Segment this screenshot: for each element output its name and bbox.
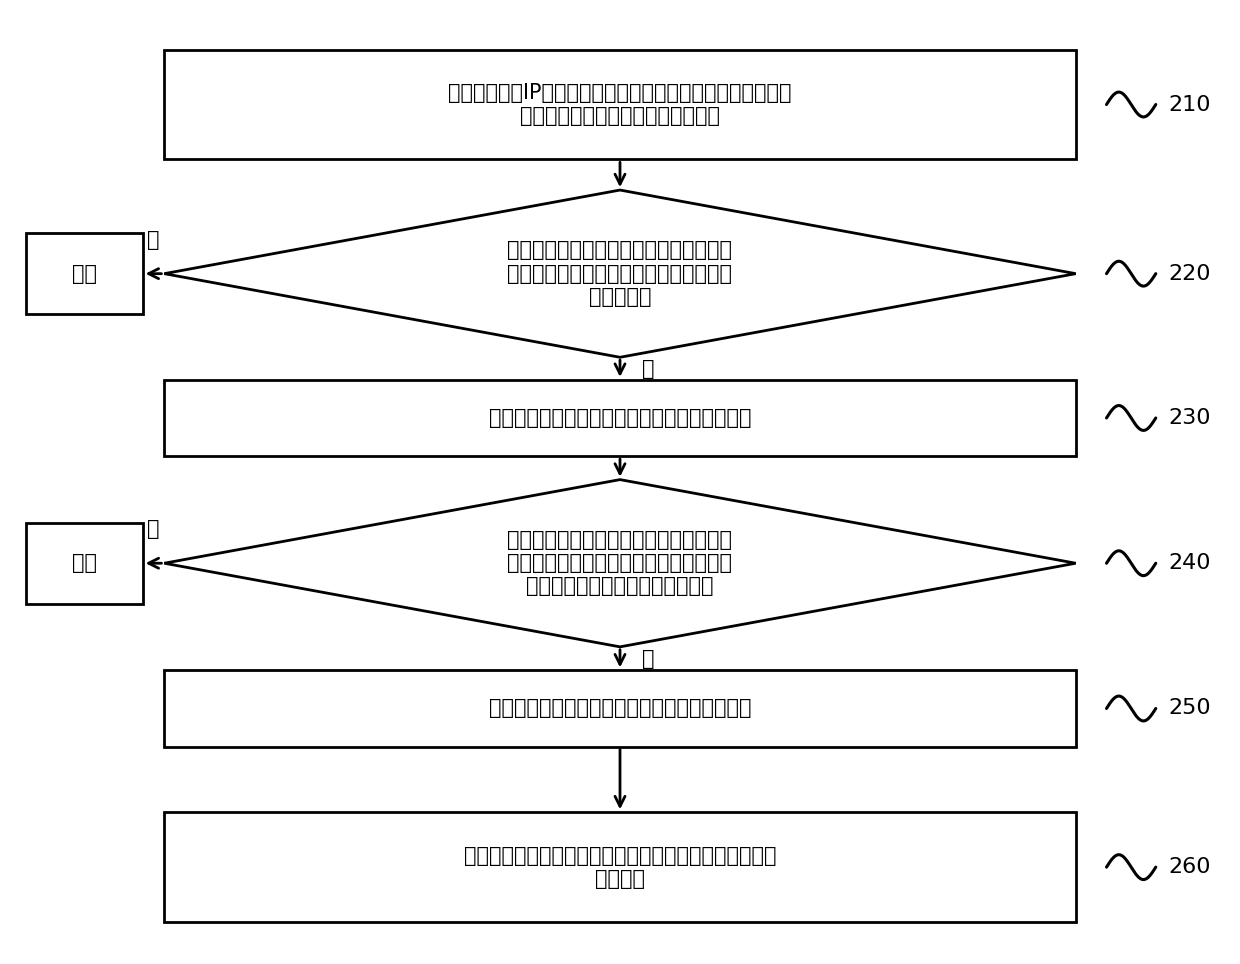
Text: 协同模块根据业务需求指标及光传送层的
光传送层资源信息判断当前的光传送层资
源是否能够满足所述业务需求指标: 协同模块根据业务需求指标及光传送层的 光传送层资源信息判断当前的光传送层资 源是… [507, 530, 733, 597]
Bar [164, 813, 1076, 923]
Text: 所述协同模块从业务模块查询得到业务需求指标: 所述协同模块从业务模块查询得到业务需求指标 [489, 408, 751, 428]
Text: 所述协同模块从资源模块查询得到资源分配策略: 所述协同模块从资源模块查询得到资源分配策略 [489, 699, 751, 718]
Text: 220: 220 [1168, 264, 1210, 283]
Text: 监测模块监测IP承载层的当前业务指标，并根据所述当前业务
指标预测下一时间段的未来业务指标: 监测模块监测IP承载层的当前业务指标，并根据所述当前业务 指标预测下一时间段的未… [448, 83, 792, 126]
Bar [164, 49, 1076, 159]
Text: 是: 是 [642, 359, 655, 379]
Text: 240: 240 [1168, 553, 1210, 574]
Text: 所述协同模块根据所述资源分配策略对所述光传送层进行
路由配置: 所述协同模块根据所述资源分配策略对所述光传送层进行 路由配置 [464, 845, 776, 889]
Bar [164, 380, 1076, 456]
Text: 230: 230 [1168, 408, 1210, 428]
Polygon shape [164, 480, 1076, 647]
Text: 是: 是 [642, 649, 655, 669]
Text: 否: 否 [148, 229, 160, 250]
Bar [26, 522, 143, 603]
Polygon shape [164, 190, 1076, 358]
Text: 260: 260 [1168, 857, 1210, 877]
Bar [164, 670, 1076, 747]
Text: 协同模块判断所述当前业务指标与所述未
来业务指标的加权组合值是否超过所述业
务指标阈值: 协同模块判断所述当前业务指标与所述未 来业务指标的加权组合值是否超过所述业 务指… [507, 240, 733, 307]
Text: 结束: 结束 [72, 553, 97, 574]
Text: 250: 250 [1168, 699, 1210, 718]
Text: 210: 210 [1168, 94, 1210, 115]
Bar [26, 233, 143, 314]
Text: 结束: 结束 [72, 264, 97, 283]
Text: 否: 否 [148, 520, 160, 539]
